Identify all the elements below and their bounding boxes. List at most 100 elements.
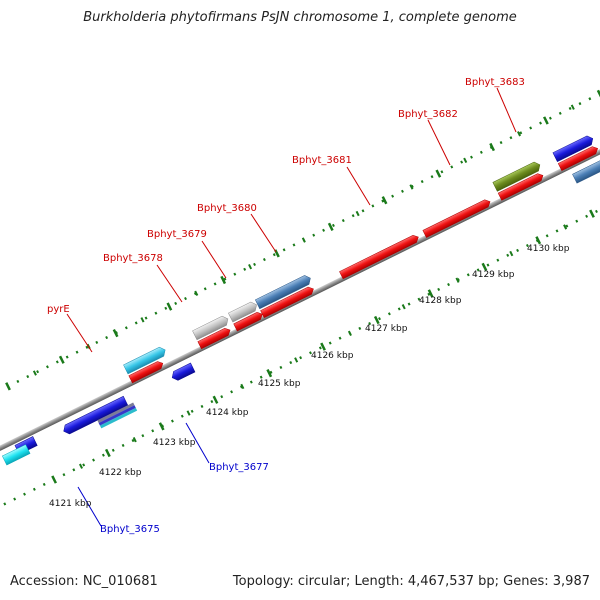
leader-3682 — [427, 119, 451, 166]
outer-tick-mark — [166, 302, 173, 311]
inner-tick-mark — [427, 289, 434, 298]
label-3679[interactable]: Bphyt_3679 — [147, 229, 207, 240]
outer-tick-mark — [194, 290, 199, 296]
tick-label-4121: 4121 kbp — [49, 499, 92, 509]
leader-3681 — [346, 166, 371, 206]
tick-label-4123: 4123 kbp — [153, 438, 196, 448]
inner-tick-mark — [589, 209, 595, 218]
forward-gene-3680[interactable] — [254, 274, 312, 310]
forward-cds-3679[interactable] — [233, 311, 264, 332]
forward-gene-offscreen-b[interactable] — [572, 155, 600, 184]
label-3680[interactable]: Bphyt_3680 — [197, 203, 257, 214]
inner-tick-mark — [347, 330, 352, 337]
accession-text: Accession: NC_010681 — [10, 574, 158, 589]
inner-tick-mark — [294, 357, 299, 363]
outer-tick-mark — [463, 157, 468, 164]
reverse-gene-bright-left[interactable] — [1, 444, 31, 466]
callout-leaders — [66, 87, 517, 527]
label-3682[interactable]: Bphyt_3682 — [398, 109, 458, 120]
label-pyrE[interactable]: pyrE — [47, 304, 70, 315]
outer-tick-mark — [435, 169, 442, 178]
outer-tick-mark — [517, 131, 522, 137]
reverse-gene-3677[interactable] — [170, 362, 196, 382]
inner-tick-mark — [481, 262, 488, 272]
outer-tick-mark — [355, 210, 360, 217]
genome-summary-text: Topology: circular; Length: 4,467,537 bp… — [232, 574, 590, 589]
leader-pyrE — [66, 313, 93, 353]
tick-label-4122: 4122 kbp — [99, 468, 142, 478]
forward-cds-pyrE[interactable] — [128, 360, 165, 384]
reverse-gene-3675[interactable] — [61, 395, 129, 436]
inner-tick-mark — [455, 277, 460, 283]
outer-tick-mark — [5, 382, 11, 391]
forward-gene-offscreen[interactable] — [552, 134, 595, 162]
tick-label-4124: 4124 kbp — [206, 408, 249, 418]
forward-cds-3683[interactable] — [497, 172, 545, 201]
outer-tick-ring — [0, 75, 600, 432]
reverse-gene-3675-stripe-1[interactable] — [97, 402, 135, 423]
outer-tick-mark — [409, 184, 414, 190]
outer-tick-mark — [381, 196, 388, 205]
tick-label-4130: 4130 kbp — [527, 244, 570, 254]
inner-tick-ring — [0, 168, 600, 525]
tick-label-4129: 4129 kbp — [472, 270, 515, 280]
inner-tick-mark — [401, 304, 406, 310]
inner-tick-mark — [186, 410, 191, 416]
inner-tick-mark — [563, 224, 568, 230]
scale-tick-labels: 4121 kbp 4122 kbp 4123 kbp 4124 kbp 4125… — [49, 244, 570, 509]
outer-tick-mark — [327, 222, 334, 231]
reverse-gene-3675-stripe-2[interactable] — [98, 405, 136, 426]
gene-labels: pyrE Bphyt_3678 Bphyt_3679 Bphyt_3680 Bp… — [47, 77, 525, 535]
forward-gene-3679[interactable] — [228, 300, 258, 323]
forward-gene-pyrE[interactable] — [123, 345, 167, 375]
label-3678[interactable]: Bphyt_3678 — [103, 253, 163, 264]
outer-tick-mark — [220, 275, 227, 285]
outer-tick-mark — [570, 104, 575, 110]
tick-label-4128: 4128 kbp — [419, 296, 462, 306]
tick-label-4125: 4125 kbp — [258, 379, 301, 389]
outer-tick-mark — [112, 328, 119, 338]
forward-cds-offscreen[interactable] — [557, 145, 599, 171]
leader-3679 — [201, 240, 227, 279]
inner-tick-mark — [266, 369, 273, 378]
outer-tick-mark — [489, 142, 496, 152]
inner-major-ticks — [51, 209, 595, 484]
forward-cds-3682[interactable] — [422, 198, 492, 238]
inner-tick-mark — [212, 395, 219, 404]
outer-tick-mark — [248, 263, 253, 270]
outer-tick-mark — [140, 317, 145, 323]
forward-cds-3681[interactable] — [339, 233, 420, 280]
outer-tick-mark — [301, 237, 306, 243]
outer-tick-mark — [58, 355, 65, 364]
leader-3683 — [496, 87, 517, 133]
inner-tick-mark — [158, 422, 165, 431]
forward-gene-3683[interactable] — [492, 160, 542, 192]
tick-label-4127: 4127 kbp — [365, 324, 408, 334]
reverse-gene-3675-stripe-3[interactable] — [99, 407, 138, 429]
inner-tick-mark — [373, 315, 380, 325]
leader-3678 — [156, 264, 183, 303]
inner-tick-mark — [51, 475, 57, 484]
leader-3680 — [250, 213, 277, 253]
outer-tick-mark — [32, 370, 37, 376]
inner-tick-mark — [240, 383, 245, 390]
forward-cds-3680[interactable] — [260, 285, 316, 319]
leader-3677 — [185, 422, 210, 464]
label-3681[interactable]: Bphyt_3681 — [292, 155, 352, 166]
inner-tick-mark — [509, 250, 514, 257]
label-3675[interactable]: Bphyt_3675 — [100, 524, 160, 535]
inner-tick-mark — [535, 236, 542, 245]
label-3677[interactable]: Bphyt_3677 — [209, 462, 269, 473]
tick-label-4126: 4126 kbp — [311, 351, 354, 361]
label-3683[interactable]: Bphyt_3683 — [465, 77, 525, 88]
inner-tick-mark — [78, 463, 83, 469]
forward-gene-3678[interactable] — [192, 314, 231, 341]
inner-tick-mark — [132, 436, 137, 443]
inner-tick-mark — [104, 448, 111, 458]
forward-cds-3678[interactable] — [197, 327, 232, 350]
leader-3675 — [77, 486, 102, 527]
inner-tick-mark — [320, 342, 326, 351]
outer-tick-mark — [543, 116, 549, 125]
